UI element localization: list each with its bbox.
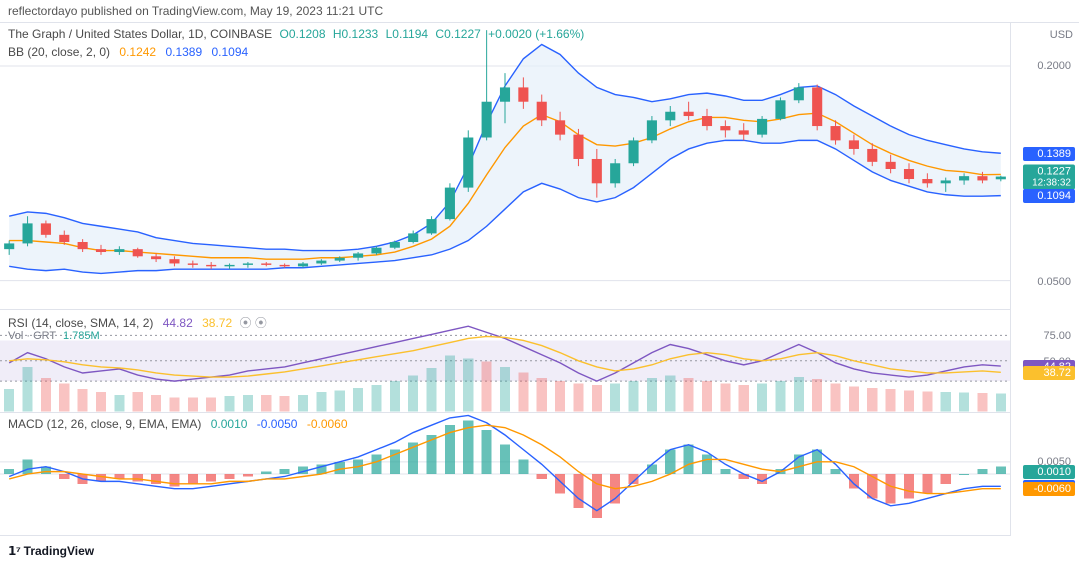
price-title: The Graph / United States Dollar, 1D, CO… [8,27,584,41]
y-axis-title: USD [1050,29,1073,41]
y-axis-label: 0.2000 [1033,59,1075,73]
y-axis-label: 0.0010 [1023,465,1075,479]
plot-area[interactable]: The Graph / United States Dollar, 1D, CO… [0,23,1011,536]
y-axis-label: -0.0060 [1023,482,1075,496]
bb-title: BB (20, close, 2, 0) 0.1242 0.1389 0.109… [8,45,248,59]
panel-macd[interactable]: MACD (12, 26, close, 9, EMA, EMA) 0.0010… [0,413,1010,536]
y-axis-label: 0.1094 [1023,189,1075,203]
y-axis-label: 0.122712:38:32 [1023,165,1075,190]
publish-header: reflectordayo published on TradingView.c… [0,0,1079,23]
y-axis: USD 0.05000.20000.13890.12420.122712:38:… [1011,23,1079,536]
chart-container: The Graph / United States Dollar, 1D, CO… [0,23,1079,536]
macd-chart-svg [0,413,1010,535]
y-axis-label: 38.72 [1023,366,1075,380]
macd-title: MACD (12, 26, close, 9, EMA, EMA) 0.0010… [8,417,348,431]
panel-rsi[interactable]: RSI (14, close, SMA, 14, 2) 44.82 38.72 … [0,310,1010,413]
panel-price[interactable]: The Graph / United States Dollar, 1D, CO… [0,23,1010,310]
y-axis-label: 0.1389 [1023,147,1075,161]
publish-text: reflectordayo published on TradingView.c… [8,4,383,18]
y-axis-label: 0.0500 [1033,275,1075,289]
y-axis-label: 75.00 [1039,329,1075,343]
rsi-title: RSI (14, close, SMA, 14, 2) 44.82 38.72 … [8,314,267,331]
footer-brand: 𝟭⁷ TradingView [0,541,1079,563]
vol-title: Vol · GRT 1.785M [8,330,100,342]
price-chart-svg [0,23,1010,309]
